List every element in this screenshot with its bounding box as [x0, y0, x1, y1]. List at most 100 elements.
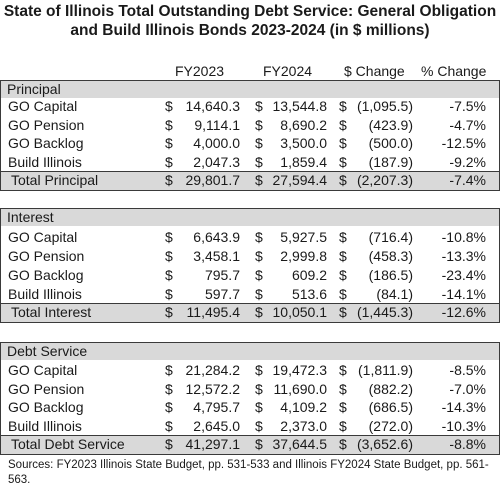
dollar-sign: $: [255, 304, 263, 320]
dollar-sign: $: [255, 286, 263, 302]
change-value: (84.1): [376, 286, 413, 302]
dollar-sign: $: [255, 362, 263, 378]
dollar-sign: $: [255, 399, 263, 415]
dollar-sign: $: [165, 418, 173, 434]
table-rule: [0, 190, 500, 191]
dollar-sign: $: [165, 229, 173, 245]
dollar-sign: $: [255, 135, 263, 151]
dollar-sign: $: [255, 117, 263, 133]
change-value: (186.5): [368, 267, 413, 283]
table-row: GO Pension $12,572.2 $11,690.0 $ (882.2) -7.0…: [0, 380, 500, 399]
fy2023-value: 11,495.4: [186, 304, 240, 320]
fy2023-value: 2,047.3: [193, 154, 240, 170]
table-title: State of Illinois Total Outstanding Debt…: [0, 2, 500, 40]
change-value: (686.5): [368, 399, 413, 415]
section-title-row: Principal: [0, 80, 500, 99]
table-rule: [0, 342, 500, 343]
dollar-sign: $: [339, 399, 347, 415]
table-row: Build Illinois $597.7 $513.6 $ (84.1) -14.1%: [0, 285, 500, 304]
section-header-band: [0, 208, 500, 226]
row-label: Build Illinois: [8, 418, 82, 434]
dollar-sign: $: [339, 436, 347, 452]
fy2024-value: 37,644.5: [272, 436, 328, 452]
table-border: [0, 342, 1, 455]
row-label: GO Pension: [8, 381, 85, 397]
dollar-sign: $: [339, 418, 347, 434]
section-title: Interest: [7, 209, 54, 225]
section-title: Principal: [7, 81, 61, 97]
change-value: (1,811.9): [358, 362, 413, 378]
total-row-band: [0, 171, 500, 190]
header-pct-change: % Change: [421, 63, 487, 79]
row-label: Total Principal: [11, 172, 99, 188]
title-line-1: State of Illinois Total Outstanding Debt…: [3, 3, 497, 20]
fy2023-value: 795.7: [204, 267, 240, 283]
section-header-band: [0, 80, 500, 98]
pct-change-value: -14.1%: [441, 286, 486, 302]
dollar-sign: $: [255, 172, 263, 188]
row-label: GO Capital: [8, 229, 78, 245]
fy2024-value: 2,999.8: [280, 248, 327, 264]
fy2023-value: 9,114.1: [194, 117, 240, 133]
dollar-sign: $: [339, 248, 347, 264]
table-row: GO Capital $14,640.3 $13,544.8 $ (1,095.5) -7…: [0, 97, 500, 116]
fy2024-value: 10,050.1: [272, 304, 328, 320]
fy2024-value: 1,859.4: [280, 154, 327, 170]
pct-change-value: -8.5%: [449, 362, 486, 378]
header-change: $ Change: [344, 63, 405, 79]
dollar-sign: $: [165, 154, 173, 170]
table-row: GO Capital $6,643.9 $5,927.5 $ (716.4) -10.8%: [0, 228, 500, 247]
table-row: GO Pension $9,114.1 $8,690.2 $ (423.9) -4.7%: [0, 116, 500, 135]
table-rule: [0, 454, 500, 455]
row-label: Total Interest: [11, 304, 92, 320]
fy2024-value: 3,500.0: [280, 135, 327, 151]
fy2023-value: 4,000.0: [193, 135, 240, 151]
dollar-sign: $: [339, 117, 347, 133]
change-value: (882.2): [368, 381, 413, 397]
dollar-sign: $: [165, 436, 173, 452]
dollar-sign: $: [165, 304, 173, 320]
dollar-sign: $: [165, 98, 173, 114]
dollar-sign: $: [339, 229, 347, 245]
dollar-sign: $: [255, 267, 263, 283]
pct-change-value: -4.7%: [449, 117, 486, 133]
change-value: (423.9): [368, 117, 413, 133]
total-row-band: [0, 435, 500, 454]
table-rule: [0, 208, 500, 209]
pct-change-value: -9.2%: [449, 154, 486, 170]
row-label: GO Capital: [8, 362, 78, 378]
row-label: GO Pension: [8, 117, 85, 133]
dollar-sign: $: [255, 381, 263, 397]
row-label: Build Illinois: [8, 286, 82, 302]
header-fy2023: FY2023: [175, 63, 225, 79]
fy2023-value: 2,645.0: [193, 418, 240, 434]
table-row: Build Illinois $2,645.0 $2,373.0 $ (272.0) -1…: [0, 417, 500, 436]
fy2024-value: 609.2: [291, 267, 327, 283]
header-fy2024: FY2024: [263, 63, 313, 79]
section-title-row: Debt Service: [0, 342, 500, 361]
section-title: Debt Service: [7, 343, 88, 359]
dollar-sign: $: [339, 381, 347, 397]
dollar-sign: $: [165, 381, 173, 397]
row-label: GO Backlog: [8, 399, 84, 415]
dollar-sign: $: [165, 248, 173, 264]
change-value: (458.3): [368, 248, 413, 264]
dollar-sign: $: [255, 248, 263, 264]
dollar-sign: $: [165, 362, 173, 378]
dollar-sign: $: [339, 154, 347, 170]
table-row: GO Backlog $795.7 $609.2 $ (186.5) -23.4%: [0, 266, 500, 285]
table-row: GO Capital $21,284.2 $19,472.3 $ (1,811.9) -8…: [0, 361, 500, 380]
dollar-sign: $: [339, 98, 347, 114]
total-row: Total Interest $11,495.4 $10,050.1 $ (1,445.…: [0, 303, 500, 322]
fy2023-value: 3,458.1: [193, 248, 240, 264]
row-label: Build Illinois: [8, 154, 82, 170]
table-row: GO Pension $3,458.1 $2,999.8 $ (458.3) -13.3%: [0, 247, 500, 266]
change-value: (187.9): [368, 154, 413, 170]
change-value: (3,652.6): [356, 436, 413, 452]
fy2024-value: 19,472.3: [272, 362, 328, 378]
total-row: Total Principal $29,801.7 $27,594.4 $ (2,207…: [0, 171, 500, 190]
dollar-sign: $: [339, 135, 347, 151]
dollar-sign: $: [255, 98, 263, 114]
fy2023-value: 6,643.9: [193, 229, 240, 245]
row-label: GO Pension: [8, 248, 85, 264]
